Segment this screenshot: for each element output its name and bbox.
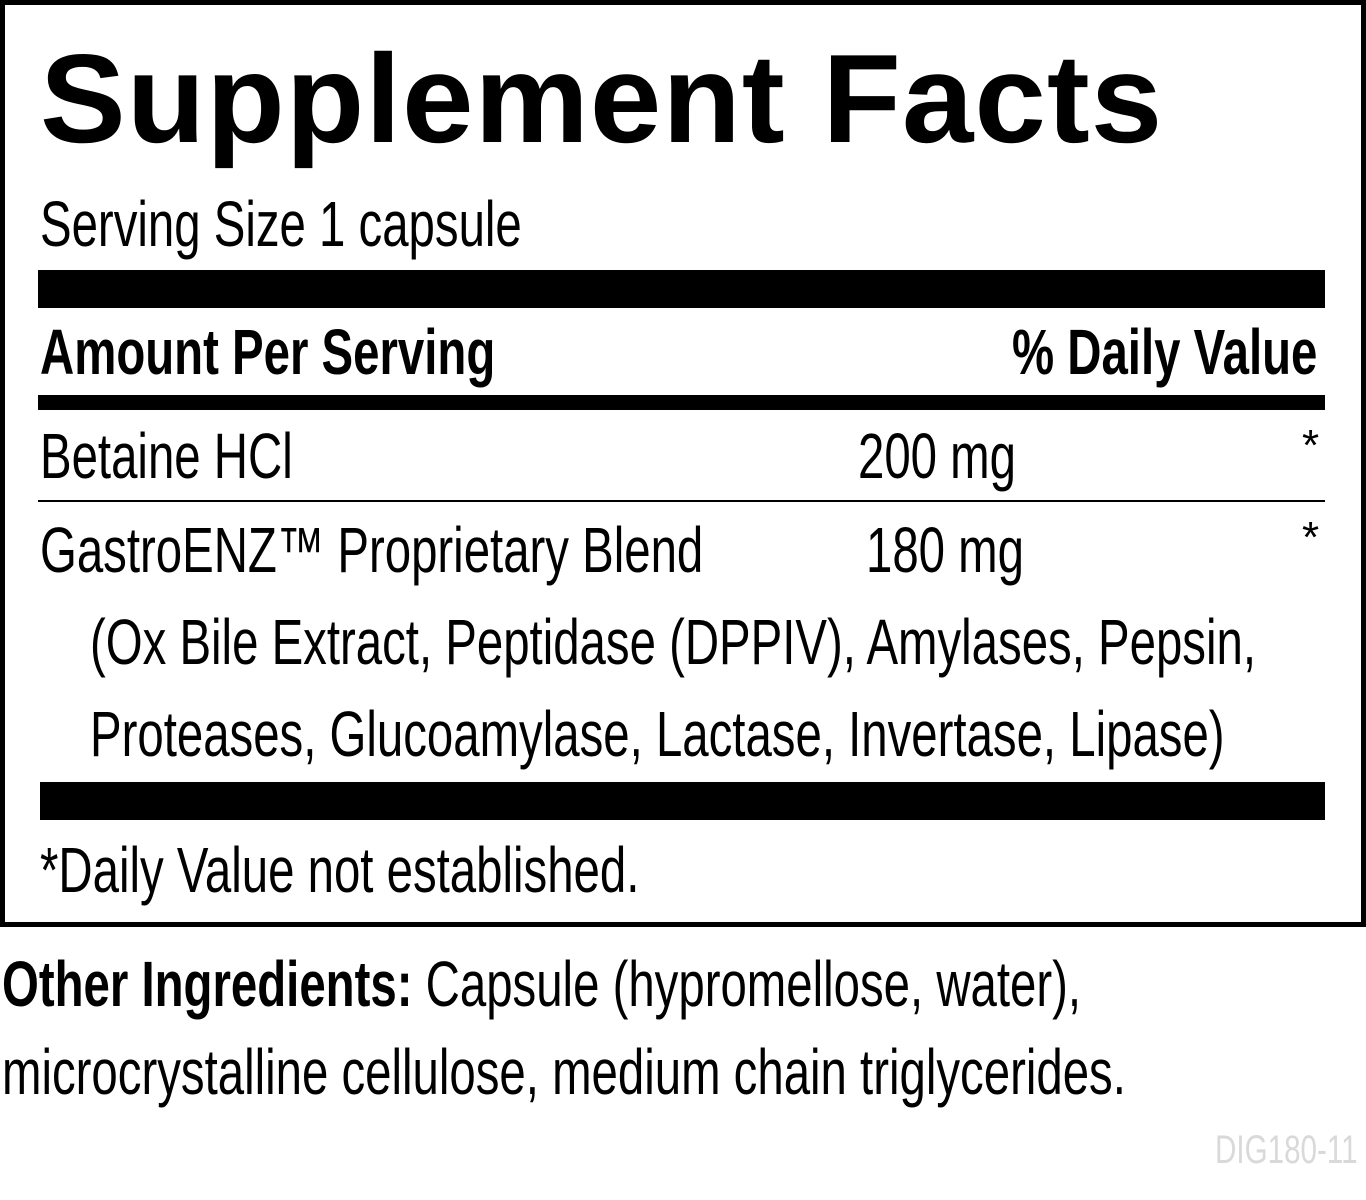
ingredient-amount: 180 mg [866,514,1024,586]
other-ingredients-line: Other Ingredients: Capsule (hypromellose… [2,952,1081,1016]
footnote: *Daily Value not established. [40,834,640,906]
thick-divider [38,270,1325,308]
other-ingredients-text: Capsule (hypromellose, water), [412,948,1082,1020]
serving-size: Serving Size 1 capsule [40,188,522,260]
panel-title: Supplement Facts [40,28,1164,169]
thick-divider [40,782,1325,820]
blend-ingredients-line: Proteases, Glucoamylase, Lactase, Invert… [90,698,1225,770]
amount-per-serving-header: Amount Per Serving [40,316,496,388]
medium-divider [38,395,1325,410]
thin-divider [38,500,1325,502]
daily-value-mark: * [1302,513,1320,562]
supplement-facts-panel [0,0,1366,927]
product-code: DIG180-11 [1215,1128,1358,1172]
ingredient-name: Betaine HCl [40,420,293,492]
blend-ingredients-line: (Ox Bile Extract, Peptidase (DPPIV), Amy… [90,606,1257,678]
other-ingredients-label: Other Ingredients: [2,948,413,1020]
daily-value-mark: * [1302,421,1320,470]
daily-value-header: % Daily Value [1012,316,1318,388]
other-ingredients-line: microcrystalline cellulose, medium chain… [2,1036,1126,1108]
ingredient-amount: 200 mg [858,420,1016,492]
ingredient-name: GastroENZ™ Proprietary Blend [40,514,704,586]
